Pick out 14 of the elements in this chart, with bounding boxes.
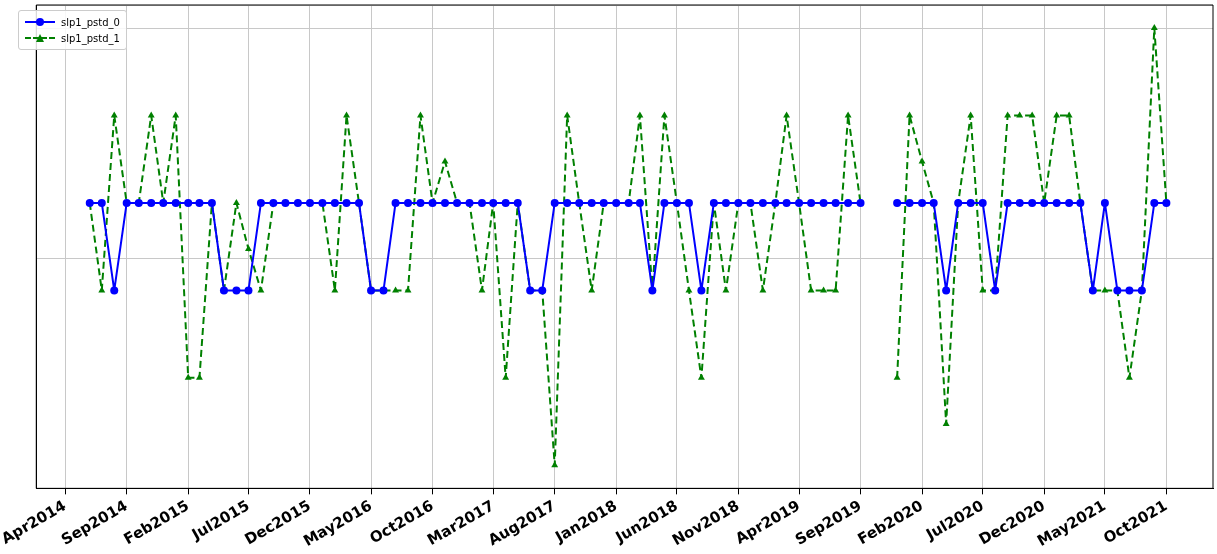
point [551,461,559,468]
legend-label: slp1_pstd_0 [61,16,120,28]
point [232,198,240,205]
point [893,373,901,380]
point [942,419,950,426]
legend-label: slp1_pstd_1 [61,32,120,44]
point [195,373,203,380]
point [1125,373,1133,380]
point [184,373,192,380]
point [918,157,926,164]
point [697,373,705,380]
point [1150,24,1158,31]
point [245,244,252,251]
point [441,157,449,164]
